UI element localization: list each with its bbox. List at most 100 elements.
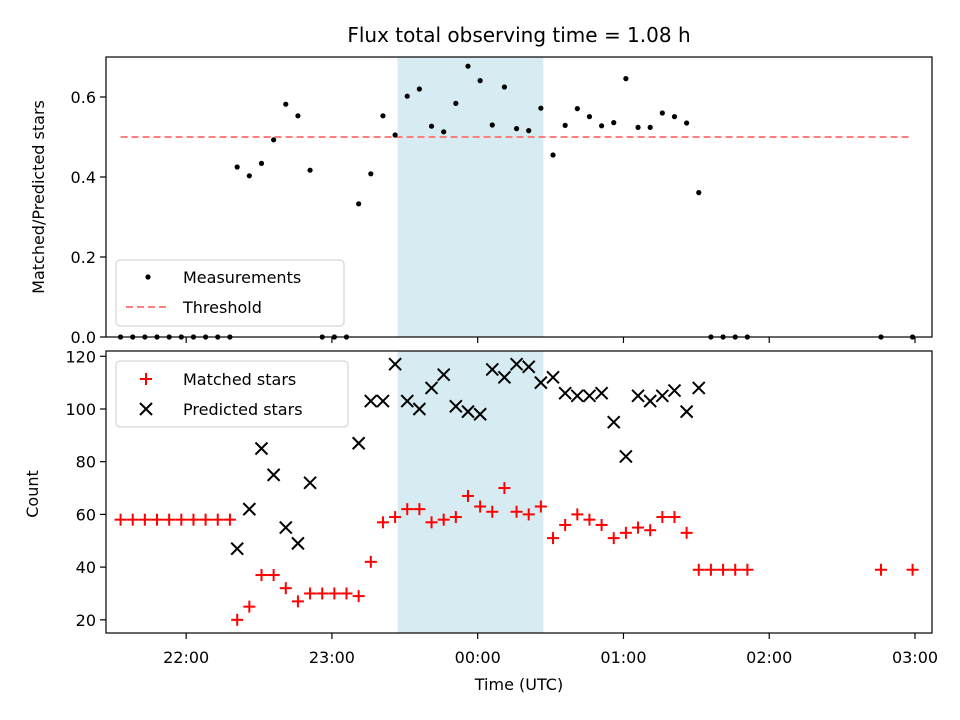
measurement-point	[380, 113, 386, 119]
matched-star-point	[607, 532, 620, 545]
measurement-point	[513, 126, 520, 132]
matched-star-point	[401, 503, 414, 516]
measurement-point	[671, 114, 678, 120]
matched-star-point	[741, 563, 754, 576]
predicted-star-point	[667, 383, 682, 398]
legend-predicted-label: Predicted stars	[183, 400, 303, 419]
matched-star-point	[680, 526, 693, 539]
predicted-star-point	[400, 394, 414, 408]
predicted-star-point	[473, 407, 487, 421]
bottom-y-tick-label: 20	[76, 611, 96, 630]
matched-star-point	[223, 513, 236, 526]
matched-star-point	[304, 587, 317, 600]
top-y-axis-label: Matched/Predicted stars	[29, 100, 48, 294]
measurement-point	[647, 124, 653, 130]
chart-title: Flux total observing time = 1.08 h	[347, 23, 690, 47]
matched-star-point	[559, 518, 572, 531]
measurement-point	[404, 93, 410, 99]
measurement-point	[623, 76, 629, 82]
matched-star-point	[619, 526, 632, 539]
matched-star-point	[510, 505, 523, 518]
predicted-star-point	[522, 360, 536, 374]
measurement-point	[696, 190, 702, 196]
bottom-panel: 20 40 60 80 100 120 22:00 23:00 00:00 01:00 02:00…	[23, 347, 938, 694]
matched-star-point	[328, 587, 341, 600]
legend-matched-marker	[140, 373, 152, 385]
x-tick-label: 23:00	[309, 648, 355, 667]
matched-star-point	[187, 513, 200, 526]
matched-star-point	[474, 500, 487, 513]
matched-star-point	[376, 516, 389, 529]
matched-star-point	[547, 532, 560, 545]
measurement-point	[283, 101, 289, 107]
predicted-star-point	[509, 357, 524, 371]
measurement-point	[635, 124, 641, 130]
bottom-y-tick-label: 80	[76, 453, 96, 472]
matched-star-point	[425, 516, 438, 529]
legend-measurements-marker	[145, 274, 151, 280]
top-legend: Measurements Threshold	[115, 259, 345, 327]
predicted-star-point	[534, 375, 548, 390]
measurement-point	[416, 86, 422, 92]
measurement-point	[465, 63, 471, 69]
matched-star-point	[522, 508, 535, 521]
legend-measurements-label: Measurements	[183, 268, 301, 287]
predicted-star-point	[631, 389, 645, 403]
matched-star-point	[449, 511, 462, 524]
matched-star-point	[340, 587, 353, 600]
predicted-star-point	[266, 468, 281, 482]
bottom-y-tick-label: 120	[65, 347, 96, 366]
top-legend-box	[115, 259, 345, 327]
bottom-shaded-region	[397, 351, 544, 633]
measurement-point	[684, 120, 690, 126]
matched-star-point	[668, 511, 681, 524]
matched-star-point	[243, 600, 256, 613]
bottom-y-tick-label: 40	[76, 558, 96, 577]
matched-star-point	[316, 587, 329, 600]
measurement-point	[271, 137, 277, 143]
top-y-tick-label: 0.6	[71, 88, 96, 107]
measurement-point	[659, 110, 665, 116]
measurement-point	[392, 132, 398, 138]
matched-star-point	[874, 563, 887, 576]
predicted-star-point	[570, 389, 585, 403]
matched-star-point	[906, 563, 919, 576]
x-axis-label: Time (UTC)	[474, 675, 563, 694]
predicted-star-point	[254, 441, 269, 456]
bottom-legend-box	[115, 360, 349, 428]
matched-star-point	[364, 555, 377, 568]
bottom-y-tick-label: 100	[65, 400, 96, 419]
matched-star-point	[267, 569, 280, 582]
predicted-star-point	[351, 436, 366, 450]
measurement-point	[550, 152, 556, 158]
legend-threshold-label: Threshold	[182, 298, 262, 317]
predicted-star-point	[436, 368, 451, 382]
predicted-star-point	[376, 394, 390, 408]
top-y-tick-label: 0.0	[71, 328, 96, 347]
matched-star-point	[486, 505, 499, 518]
predicted-star-point	[449, 399, 463, 414]
predicted-star-point	[582, 389, 597, 403]
matched-star-point	[437, 513, 450, 526]
predicted-star-point	[461, 404, 475, 419]
top-shaded-region	[397, 57, 544, 337]
matched-star-point	[199, 513, 212, 526]
predicted-star-point	[388, 357, 402, 371]
matched-star-point	[534, 500, 547, 513]
top-x-ticks	[185, 337, 916, 343]
bottom-y-axis-label: Count	[23, 470, 42, 518]
predicted-star-point	[643, 394, 657, 408]
predicted-star-point	[412, 402, 427, 416]
matched-star-point	[389, 511, 402, 524]
measurement-point	[538, 105, 544, 111]
measurement-point	[307, 167, 313, 173]
x-tick-label: 03:00	[892, 648, 938, 667]
predicted-star-point	[594, 386, 609, 400]
legend-matched-label: Matched stars	[183, 370, 296, 389]
x-tick-label: 01:00	[600, 648, 646, 667]
measurement-point	[356, 201, 362, 207]
measurement-point	[526, 128, 532, 134]
legend-predicted-marker	[139, 402, 153, 416]
matched-star-point	[175, 513, 188, 526]
